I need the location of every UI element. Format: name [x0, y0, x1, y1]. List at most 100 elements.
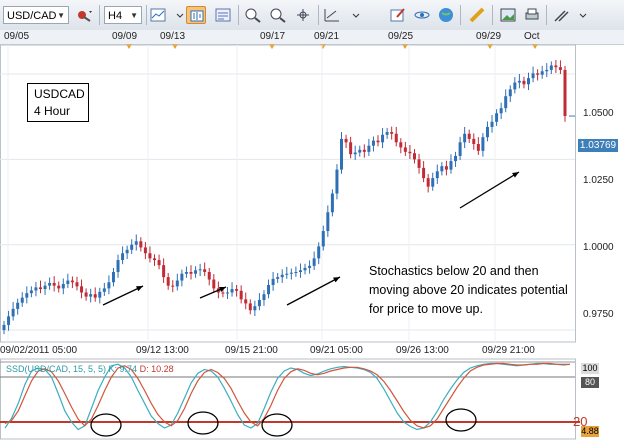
candle-body [207, 272, 211, 280]
candle-body [11, 308, 15, 317]
candle-body [66, 280, 70, 284]
candle-body [312, 258, 316, 266]
stochastic-series [0, 361, 580, 431]
candle-body [75, 282, 79, 287]
candle-body [221, 292, 225, 294]
candle-body [522, 80, 526, 85]
candle-body [431, 178, 435, 187]
annotation-arrow [459, 171, 520, 209]
satellite-icon[interactable] [412, 6, 432, 24]
candle-body [340, 138, 344, 170]
oversold-circle [261, 413, 293, 437]
candle-body [472, 138, 476, 144]
chevron-down-icon[interactable] [170, 6, 190, 24]
event-marker[interactable] [320, 44, 326, 49]
candle-body [349, 142, 353, 155]
candle-body [157, 260, 161, 266]
image-icon[interactable] [498, 6, 518, 24]
annotation-arrows [102, 171, 520, 306]
settings-tool-icon[interactable] [74, 6, 94, 24]
candle-body [554, 65, 558, 68]
oversold-circle [445, 408, 477, 432]
timeframe-select[interactable]: H4 ▼ [104, 6, 142, 24]
chart-title-line2: 4 Hour [34, 104, 71, 118]
top-date-label: 09/05 [4, 31, 30, 42]
zoom-out-icon[interactable] [268, 6, 288, 24]
oversold-circle [187, 411, 219, 435]
toolbar-divider [546, 5, 547, 25]
candle-body [121, 253, 125, 261]
candle-body [422, 167, 426, 179]
y-tick-label: 1.0500 [583, 108, 614, 119]
indicators-icon[interactable] [213, 6, 233, 24]
candle-body [344, 138, 348, 143]
candle-body [390, 132, 394, 134]
candle-body [458, 142, 462, 156]
candle-body [198, 269, 202, 271]
annotation-text: Stochastics below 20 and then moving abo… [369, 264, 568, 316]
candle-body [98, 291, 102, 298]
annotation-arrowhead [219, 287, 226, 293]
candle-body [25, 293, 29, 298]
indicator-label: SSD(USD/CAD, 15, 5, 5) K: 9.74 D: 10.28 [6, 364, 174, 374]
candle-body [175, 280, 179, 287]
candle-body [317, 246, 321, 259]
crosshair-icon[interactable] [293, 6, 313, 24]
candle-body [563, 69, 567, 117]
event-marker[interactable] [402, 44, 408, 49]
event-marker[interactable] [487, 44, 493, 49]
candle-body [248, 303, 252, 311]
event-marker[interactable] [172, 44, 178, 49]
candle-body [504, 96, 508, 109]
osc-level-lower: 4.88 [581, 426, 599, 437]
candle-body [153, 258, 157, 261]
top-date-label: 09/21 [314, 31, 340, 42]
candle-body [267, 284, 271, 295]
candle-body [29, 290, 33, 294]
candle-body [549, 65, 553, 70]
candle-body [84, 292, 88, 297]
chevron-down-icon[interactable] [346, 6, 366, 24]
timeframe-value: H4 [108, 10, 123, 22]
candle-body [212, 279, 216, 289]
zoom-in-icon[interactable] [243, 6, 263, 24]
candle-body [463, 133, 467, 143]
candle-body [189, 272, 193, 274]
toolbar-divider [238, 5, 239, 25]
candle-body [38, 287, 42, 290]
candlestick-mode-icon[interactable] [186, 6, 206, 24]
candle-body [225, 292, 229, 294]
print-icon[interactable] [522, 6, 542, 24]
candle-body [335, 169, 339, 194]
trendline-icon[interactable] [322, 6, 342, 24]
top-date-label: Oct [524, 31, 540, 42]
candle-body [371, 140, 375, 146]
annotation-arrowhead [512, 172, 519, 178]
event-marker[interactable] [269, 44, 275, 49]
candle-body [358, 149, 362, 153]
chart-type-icon[interactable] [149, 6, 169, 24]
ruler-icon[interactable] [467, 6, 487, 24]
event-marker[interactable] [126, 44, 132, 49]
chart-toolbar: USD/CAD ▼ H4 ▼ [0, 0, 624, 31]
candle-body [467, 133, 471, 139]
candle-body [426, 178, 430, 187]
globe-icon[interactable] [436, 6, 456, 24]
candle-body [540, 71, 544, 75]
chevron-down-icon[interactable] [573, 6, 593, 24]
candle-body [330, 193, 334, 213]
candle-body [449, 161, 453, 170]
candle-body [203, 269, 207, 273]
event-marker[interactable] [532, 44, 538, 49]
toolbar-divider [460, 5, 461, 25]
candle-body [403, 147, 407, 152]
y-tick-label: 1.0250 [583, 175, 614, 186]
candle-body [485, 126, 489, 138]
candle-body [2, 324, 6, 331]
edit-icon[interactable] [388, 6, 408, 24]
symbol-select[interactable]: USD/CAD ▼ [3, 6, 69, 24]
candle-body [239, 290, 243, 300]
tools-icon[interactable] [551, 6, 571, 24]
candle-body [481, 137, 485, 151]
